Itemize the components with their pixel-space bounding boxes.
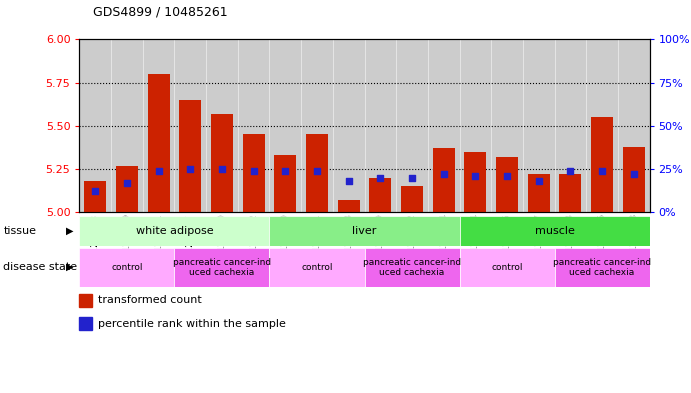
Text: disease state: disease state	[3, 262, 77, 272]
Point	[153, 167, 164, 174]
Text: tissue: tissue	[3, 226, 37, 236]
Bar	[464, 152, 486, 212]
Bar	[269, 216, 460, 246]
Bar	[243, 134, 265, 212]
Text: muscle: muscle	[535, 226, 574, 236]
Bar	[338, 200, 360, 212]
Text: GDS4899 / 10485261: GDS4899 / 10485261	[93, 6, 228, 19]
Bar	[79, 317, 92, 331]
Point	[216, 166, 227, 172]
Point	[312, 167, 323, 174]
Point	[533, 178, 545, 184]
Bar	[559, 174, 581, 212]
Text: pancreatic cancer-ind
uced cachexia: pancreatic cancer-ind uced cachexia	[363, 257, 461, 277]
Bar	[401, 186, 423, 212]
Point	[343, 178, 354, 184]
Bar	[79, 216, 269, 246]
Bar	[274, 155, 296, 212]
Bar	[174, 248, 269, 287]
Bar	[554, 248, 650, 287]
Point	[122, 180, 133, 186]
Bar	[179, 100, 201, 212]
Text: pancreatic cancer-ind
uced cachexia: pancreatic cancer-ind uced cachexia	[553, 257, 651, 277]
Text: ▶: ▶	[66, 226, 74, 236]
Bar	[148, 74, 170, 212]
Text: pancreatic cancer-ind
uced cachexia: pancreatic cancer-ind uced cachexia	[173, 257, 271, 277]
Bar	[79, 294, 92, 307]
Text: control: control	[111, 263, 143, 272]
Point	[470, 173, 481, 179]
Text: percentile rank within the sample: percentile rank within the sample	[98, 319, 286, 329]
Text: white adipose: white adipose	[135, 226, 214, 236]
Text: control: control	[301, 263, 333, 272]
Point	[438, 171, 449, 177]
Bar	[460, 248, 554, 287]
Bar	[460, 216, 650, 246]
Point	[375, 174, 386, 181]
Bar	[79, 248, 174, 287]
Point	[596, 167, 607, 174]
Point	[248, 167, 259, 174]
Bar	[364, 248, 460, 287]
Bar	[623, 147, 645, 212]
Point	[406, 174, 417, 181]
Bar	[306, 134, 328, 212]
Point	[502, 173, 513, 179]
Text: ▶: ▶	[66, 262, 74, 272]
Text: transformed count: transformed count	[98, 295, 202, 305]
Bar	[84, 181, 106, 212]
Text: control: control	[491, 263, 523, 272]
Point	[565, 167, 576, 174]
Bar	[528, 174, 550, 212]
Point	[90, 188, 101, 195]
Point	[184, 166, 196, 172]
Bar	[591, 117, 613, 212]
Bar	[269, 248, 365, 287]
Bar	[116, 165, 138, 212]
Point	[628, 171, 639, 177]
Text: liver: liver	[352, 226, 377, 236]
Point	[280, 167, 291, 174]
Bar	[369, 178, 391, 212]
Bar	[433, 148, 455, 212]
Bar	[211, 114, 233, 212]
Bar	[496, 157, 518, 212]
